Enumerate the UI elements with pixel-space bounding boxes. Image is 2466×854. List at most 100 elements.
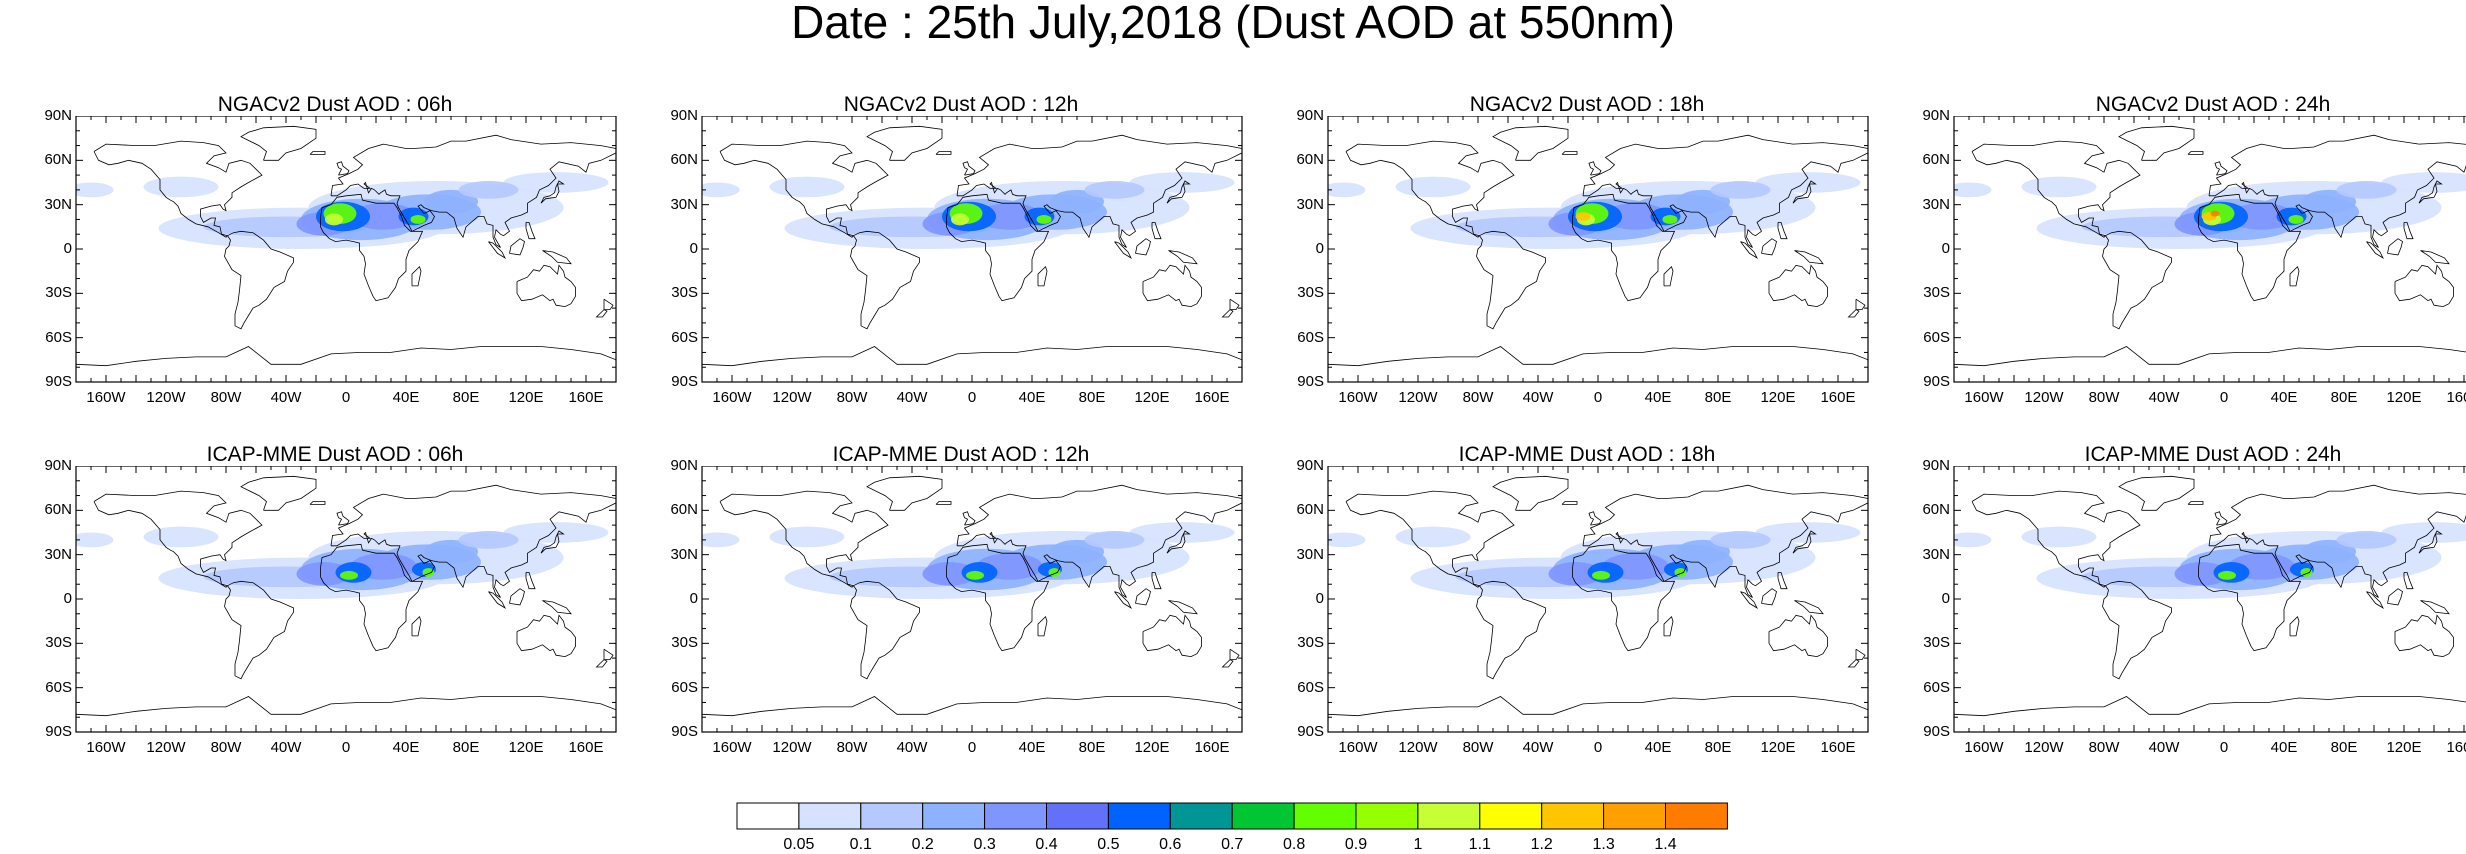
coastline bbox=[1037, 615, 1048, 637]
dust-contour bbox=[2021, 176, 2097, 198]
coastline bbox=[336, 161, 350, 176]
longitude-label: 120E bbox=[508, 389, 544, 406]
map-panel: ICAP-MME Dust AOD : 18h 90N 60N 30N 0 30S 60S 9… bbox=[1282, 442, 1892, 762]
longitude-label: 160W bbox=[1338, 389, 1378, 406]
coastline bbox=[1229, 298, 1240, 310]
map-frame bbox=[1327, 466, 1869, 733]
latitude-label: 60N bbox=[670, 501, 698, 519]
coastline bbox=[962, 161, 976, 176]
longitude-label: 120E bbox=[508, 739, 544, 756]
longitude-label: 80W bbox=[2088, 389, 2120, 406]
coastline bbox=[240, 475, 317, 511]
latitude-label: 60N bbox=[44, 151, 72, 169]
dust-contour bbox=[966, 570, 984, 580]
longitude-label: 80E bbox=[1078, 389, 1106, 406]
longitude-label: 120E bbox=[1134, 739, 1170, 756]
map-frame bbox=[75, 466, 617, 733]
latitude-label: 60S bbox=[1923, 678, 1950, 696]
coastline bbox=[309, 151, 326, 155]
coastline bbox=[1768, 614, 1828, 658]
latitude-label: 60N bbox=[1922, 501, 1950, 519]
longitude-label: 40W bbox=[2148, 739, 2180, 756]
dust-contour bbox=[2218, 570, 2236, 580]
colorbar-tick-label: 0.4 bbox=[1035, 836, 1058, 853]
latitude-label: 30S bbox=[1923, 284, 1950, 302]
map-frame bbox=[701, 466, 1243, 733]
coastline bbox=[1794, 600, 1824, 615]
aod-colorbar bbox=[736, 802, 1728, 830]
latitude-label: 0 bbox=[1941, 240, 1950, 257]
dust-contour bbox=[2288, 215, 2304, 224]
latitude-label: 90S bbox=[45, 723, 72, 740]
world-map bbox=[1327, 466, 1869, 733]
coastline bbox=[719, 490, 889, 588]
coastline bbox=[956, 134, 1242, 248]
latitude-label: 60N bbox=[44, 501, 72, 519]
coastline bbox=[542, 250, 572, 265]
longitude-label: 0 bbox=[1593, 389, 1603, 406]
longitude-label: 160W bbox=[1964, 739, 2004, 756]
longitude-label: 40E bbox=[2270, 739, 2298, 756]
coastlines bbox=[76, 475, 616, 717]
longitude-label: 40W bbox=[1522, 739, 1554, 756]
coastline bbox=[1142, 264, 1202, 308]
latitude-label: 90N bbox=[44, 107, 72, 124]
latitude-label: 0 bbox=[63, 590, 72, 607]
coastline bbox=[2102, 230, 2172, 330]
dust-contour bbox=[1755, 172, 1861, 193]
coastline bbox=[1168, 600, 1198, 615]
dust-contour bbox=[1084, 181, 1145, 199]
axis-ticks bbox=[1953, 466, 2465, 733]
coastline bbox=[962, 511, 976, 526]
longitude-label: 40E bbox=[1644, 739, 1672, 756]
coastline bbox=[320, 543, 424, 652]
longitude-label: 80E bbox=[1078, 739, 1106, 756]
panel-title: NGACv2 Dust AOD : 18h bbox=[1469, 93, 1705, 116]
panel-title: NGACv2 Dust AOD : 12h bbox=[843, 93, 1079, 116]
longitude-label: 80E bbox=[452, 739, 480, 756]
coastline bbox=[1142, 614, 1202, 658]
longitude-label: 160W bbox=[1338, 739, 1378, 756]
coastline bbox=[1114, 241, 1132, 259]
dust-aod-field bbox=[1328, 522, 1861, 599]
coastline bbox=[2289, 615, 2300, 637]
dust-contour bbox=[1395, 176, 1471, 198]
panel-title: ICAP-MME Dust AOD : 18h bbox=[1458, 443, 1716, 466]
longitude-label: 40W bbox=[2148, 389, 2180, 406]
latitude-label: 0 bbox=[689, 240, 698, 257]
colorbar-box bbox=[1665, 802, 1728, 830]
longitude-label: 120W bbox=[1398, 739, 1438, 756]
longitude-label: 160E bbox=[1194, 739, 1230, 756]
longitude-label: 120W bbox=[1398, 389, 1438, 406]
dust-contour bbox=[1710, 531, 1771, 549]
latitude-label: 60S bbox=[45, 328, 72, 346]
longitude-label: 160W bbox=[712, 739, 752, 756]
colorbar-box bbox=[798, 802, 862, 830]
coastline bbox=[240, 125, 317, 161]
latitude-label: 30S bbox=[671, 634, 698, 652]
dust-aod-field bbox=[1954, 172, 2466, 249]
longitude-label: 40W bbox=[896, 739, 928, 756]
longitude-label: 160E bbox=[2446, 739, 2466, 756]
longitude-label: 80E bbox=[452, 389, 480, 406]
longitude-label: 0 bbox=[967, 389, 977, 406]
dust-contour bbox=[503, 172, 609, 193]
coastline bbox=[1345, 490, 1515, 588]
colorbar-box bbox=[1355, 802, 1419, 830]
latitude-label: 90N bbox=[670, 107, 698, 124]
longitude-label: 80E bbox=[1704, 739, 1732, 756]
longitude-label: 40E bbox=[392, 389, 420, 406]
latitude-label: 90S bbox=[1297, 723, 1324, 740]
longitude-label: 120W bbox=[146, 739, 186, 756]
longitude-label: 40W bbox=[1522, 389, 1554, 406]
longitude-label: 40E bbox=[1018, 389, 1046, 406]
coastline bbox=[1588, 161, 1602, 176]
coastline bbox=[76, 346, 616, 367]
latitude-label: 60N bbox=[1296, 501, 1324, 519]
coastline bbox=[2118, 125, 2195, 161]
coastline bbox=[1792, 530, 1817, 554]
dust-contour bbox=[143, 526, 219, 548]
latitude-label: 0 bbox=[1315, 240, 1324, 257]
colorbar-tick-label: 0.2 bbox=[911, 836, 934, 853]
coastlines bbox=[1328, 125, 1868, 367]
